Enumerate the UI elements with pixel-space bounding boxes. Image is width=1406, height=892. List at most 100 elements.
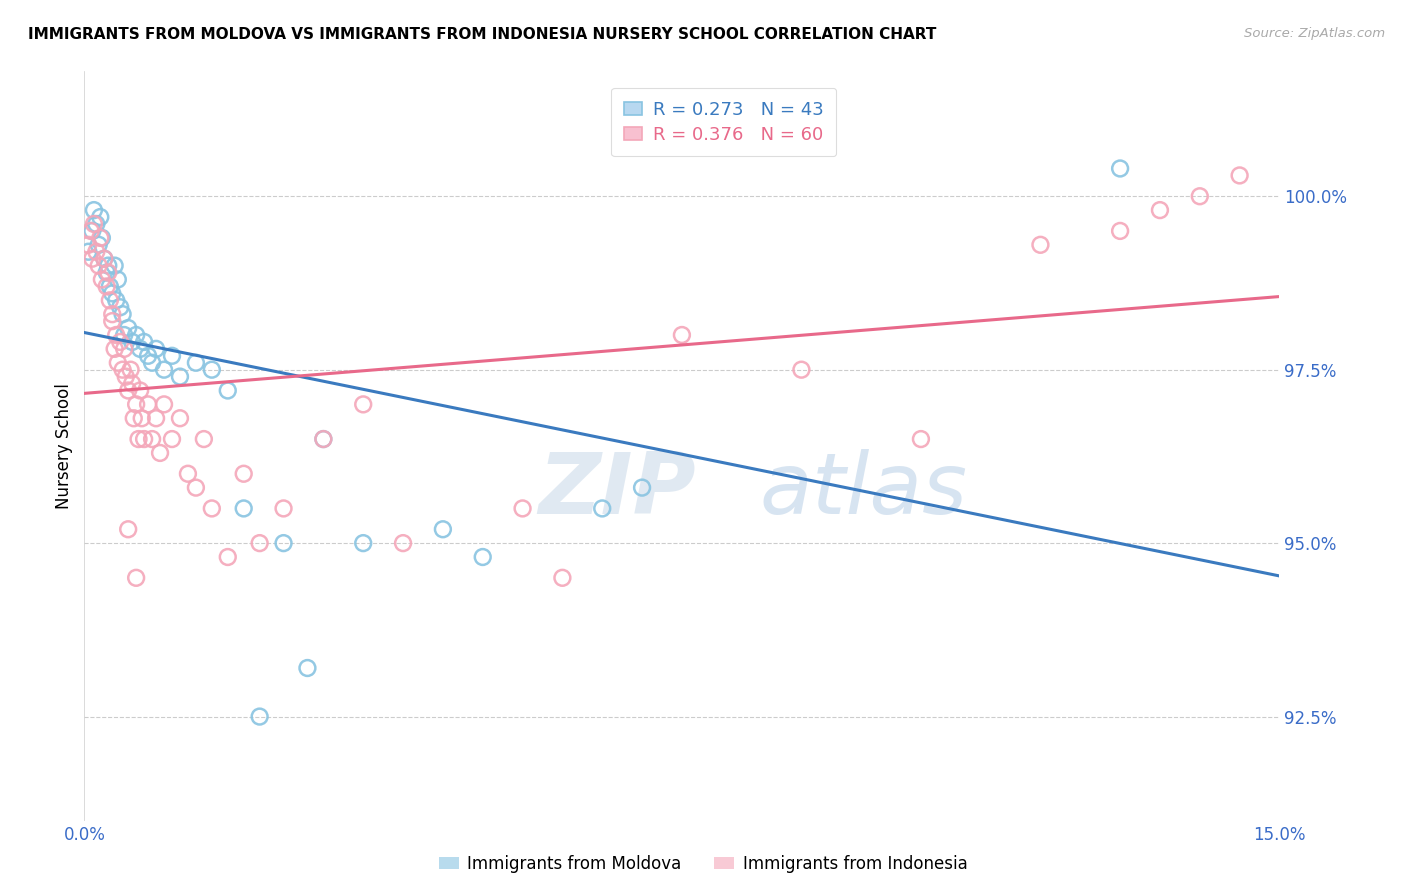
Point: [471, 549, 494, 564]
Point: [117, 321, 139, 335]
Point: [193, 432, 215, 446]
Point: [89, 210, 111, 224]
Point: [131, 411, 153, 425]
Point: [86, 244, 108, 259]
Point: [87, 237, 110, 252]
Point: [97, 266, 120, 280]
Point: [112, 342, 135, 356]
Point: [1109, 161, 1132, 176]
Point: [125, 328, 148, 343]
Point: [117, 522, 139, 536]
Point: [125, 397, 148, 411]
Point: [101, 307, 124, 321]
Point: [128, 432, 150, 446]
Point: [631, 481, 654, 495]
Point: [297, 661, 319, 675]
Point: [169, 411, 191, 425]
Point: [249, 709, 271, 723]
Point: [312, 432, 335, 446]
Point: [145, 411, 167, 425]
Point: [89, 231, 111, 245]
Point: [232, 501, 254, 516]
Point: [111, 362, 134, 376]
Point: [114, 369, 136, 384]
Point: [1109, 224, 1132, 238]
Point: [160, 349, 183, 363]
Text: ZIP: ZIP: [538, 450, 696, 533]
Point: [136, 397, 159, 411]
Point: [105, 328, 128, 343]
Point: [104, 259, 127, 273]
Point: [98, 279, 121, 293]
Point: [432, 522, 454, 536]
Legend: R = 0.273   N = 43, R = 0.376   N = 60: R = 0.273 N = 43, R = 0.376 N = 60: [612, 88, 837, 156]
Point: [104, 342, 127, 356]
Point: [141, 432, 163, 446]
Point: [117, 384, 139, 398]
Point: [90, 231, 112, 245]
Point: [93, 252, 115, 266]
Point: [273, 536, 295, 550]
Point: [112, 328, 135, 343]
Point: [910, 432, 932, 446]
Point: [122, 411, 145, 425]
Point: [232, 467, 254, 481]
Point: [149, 446, 172, 460]
Point: [120, 362, 142, 376]
Point: [153, 362, 176, 376]
Point: [184, 356, 207, 370]
Point: [201, 362, 224, 376]
Point: [110, 334, 132, 349]
Point: [169, 369, 191, 384]
Point: [90, 272, 112, 286]
Point: [111, 307, 134, 321]
Text: Source: ZipAtlas.com: Source: ZipAtlas.com: [1244, 27, 1385, 40]
Point: [80, 224, 103, 238]
Point: [110, 300, 132, 314]
Point: [96, 266, 118, 280]
Point: [101, 314, 124, 328]
Point: [77, 237, 100, 252]
Point: [312, 432, 335, 446]
Point: [83, 217, 105, 231]
Point: [512, 501, 534, 516]
Point: [136, 349, 159, 363]
Point: [177, 467, 200, 481]
Point: [392, 536, 415, 550]
Point: [1188, 189, 1211, 203]
Point: [107, 272, 129, 286]
Point: [591, 501, 613, 516]
Point: [1229, 169, 1251, 183]
Point: [551, 571, 574, 585]
Y-axis label: Nursery School: Nursery School: [55, 383, 73, 509]
Point: [790, 362, 813, 376]
Point: [86, 217, 108, 231]
Point: [97, 259, 120, 273]
Point: [217, 384, 239, 398]
Point: [273, 501, 295, 516]
Point: [217, 549, 239, 564]
Point: [132, 334, 156, 349]
Point: [107, 356, 129, 370]
Point: [93, 252, 115, 266]
Point: [96, 279, 118, 293]
Text: IMMIGRANTS FROM MOLDOVA VS IMMIGRANTS FROM INDONESIA NURSERY SCHOOL CORRELATION : IMMIGRANTS FROM MOLDOVA VS IMMIGRANTS FR…: [28, 27, 936, 42]
Point: [105, 293, 128, 308]
Point: [125, 571, 148, 585]
Point: [153, 397, 176, 411]
Point: [141, 356, 163, 370]
Point: [132, 432, 156, 446]
Legend: Immigrants from Moldova, Immigrants from Indonesia: Immigrants from Moldova, Immigrants from…: [432, 848, 974, 880]
Point: [87, 259, 110, 273]
Point: [352, 397, 374, 411]
Point: [1149, 203, 1171, 218]
Point: [249, 536, 271, 550]
Point: [121, 334, 143, 349]
Point: [201, 501, 224, 516]
Point: [671, 328, 693, 343]
Text: atlas: atlas: [759, 450, 967, 533]
Point: [121, 376, 143, 391]
Point: [1029, 237, 1052, 252]
Point: [82, 252, 104, 266]
Point: [101, 286, 124, 301]
